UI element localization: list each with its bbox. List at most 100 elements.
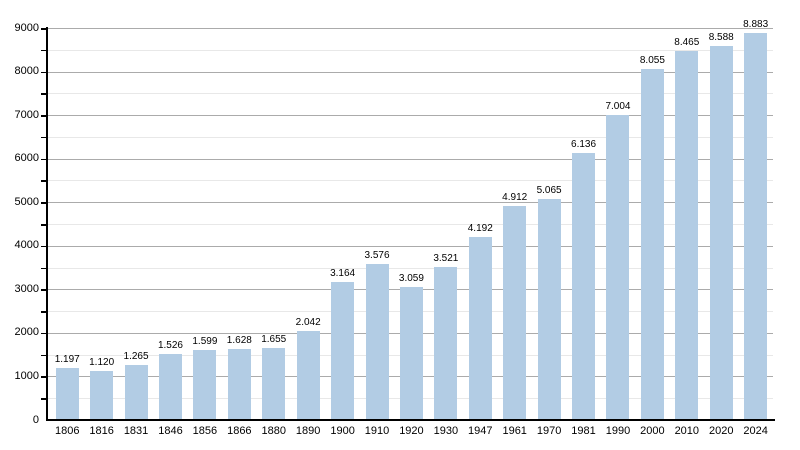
bars-row: 1.197 1.120 1.265 1.526 1.599 1.628 1.655 2.042…	[50, 19, 773, 420]
x-tick-label: 1920	[399, 425, 424, 437]
major-gridline	[48, 202, 773, 204]
bar-value-label: 1.265	[123, 350, 149, 362]
bar-slot-2010: 8.465	[670, 28, 704, 420]
x-tick-label: 1990	[605, 425, 631, 437]
y-axis-tick	[41, 49, 46, 52]
y-axis-tick	[41, 398, 46, 400]
bar-slot-1856: 1.599	[188, 28, 222, 420]
x-tick-label: 1856	[192, 425, 218, 437]
bar-1816	[90, 371, 114, 420]
bar-slot-2000: 8.055	[635, 28, 669, 420]
major-gridline	[48, 115, 773, 117]
x-tick-label: 1816	[89, 425, 114, 437]
minor-gridline	[48, 93, 773, 95]
x-tick-label: 1890	[295, 425, 321, 437]
y-axis-tick	[41, 245, 46, 248]
x-tick-label: 1880	[261, 425, 286, 437]
major-gridline	[48, 28, 773, 29]
x-tick-label: 1846	[158, 425, 183, 437]
plot-area: 1.197 1.120 1.265 1.526 1.599 1.628 1.655 2.042…	[48, 19, 773, 420]
bar-slot-1866: 1.628	[222, 28, 256, 420]
x-tick-label: 1900	[330, 425, 355, 437]
bar-value-label: 7.004	[605, 100, 631, 112]
bar-value-label: 1.197	[54, 353, 80, 365]
bar-1930	[434, 266, 458, 420]
y-axis-tick	[41, 136, 46, 139]
y-axis-line	[46, 27, 48, 421]
x-tick-label: 2000	[640, 425, 665, 437]
y-tick-label: 0	[32, 413, 39, 426]
bar-slot-1910: 3.576	[360, 28, 394, 420]
minor-gridline	[48, 136, 773, 138]
bar-slot-1831: 1.265	[119, 28, 153, 420]
bar-2020	[709, 45, 733, 420]
minor-gridline	[48, 180, 773, 182]
bar-value-label: 8.465	[674, 37, 700, 49]
y-tick-label: 2000	[14, 326, 39, 339]
bar-1900	[331, 282, 355, 420]
bar-value-label: 8.055	[639, 55, 665, 67]
bar-slot-2020: 8.588	[704, 28, 738, 420]
bar-1846	[158, 353, 182, 420]
minor-gridline	[48, 224, 773, 225]
bar-value-label: 1.599	[192, 336, 218, 348]
bar-2010	[675, 51, 699, 420]
x-tick-label: 1961	[502, 425, 527, 437]
y-axis-tick	[41, 267, 46, 270]
x-tick-label: 1806	[54, 425, 80, 437]
bar-1970	[537, 199, 561, 420]
x-tick-label: 1910	[364, 425, 390, 437]
bar-value-label: 4.912	[502, 192, 528, 204]
bar-slot-1880: 1.655	[257, 28, 291, 420]
y-axis-tick	[41, 332, 46, 335]
bar-1866	[227, 349, 251, 420]
bar-value-label: 3.521	[433, 252, 459, 264]
bar-slot-1920: 3.059	[394, 28, 428, 420]
minor-gridline	[48, 49, 773, 51]
y-tick-label: 4000	[14, 239, 39, 252]
y-axis-tick	[41, 158, 46, 161]
bar-value-label: 6.136	[571, 138, 597, 150]
x-tick-label: 2024	[743, 425, 768, 437]
bar-slot-1846: 1.526	[153, 28, 187, 420]
bar-slot-1806: 1.197	[50, 28, 84, 420]
bar-1990	[606, 114, 630, 420]
x-tick-label: 1866	[227, 425, 252, 437]
bar-slot-1816: 1.120	[84, 28, 118, 420]
x-tick-label: 2010	[674, 425, 700, 437]
bar-1961	[503, 206, 527, 420]
bar-1856	[193, 350, 217, 420]
y-tick-label: 1000	[14, 369, 39, 382]
x-tick-label: 1970	[536, 425, 562, 437]
y-tick-label: 5000	[14, 195, 39, 208]
y-axis-tick	[41, 28, 46, 30]
bar-slot-2024: 8.883	[738, 19, 772, 420]
y-axis-tick	[41, 180, 46, 182]
bar-1880	[262, 347, 286, 420]
y-axis-tick	[41, 376, 46, 378]
bar-value-label: 1.628	[226, 335, 252, 347]
x-tick-label: 1981	[571, 425, 596, 437]
y-tick-label: 9000	[14, 21, 39, 34]
y-axis-tick	[41, 93, 46, 95]
bar-value-label: 8.883	[743, 19, 769, 31]
bar-value-label: 1.655	[261, 333, 287, 345]
bar-1806	[55, 367, 79, 420]
bar-value-label: 1.526	[157, 339, 183, 351]
x-tick-label: 1947	[468, 425, 493, 437]
minor-gridline	[48, 267, 773, 269]
bar-value-label: 3.576	[364, 250, 390, 262]
y-axis-tick	[41, 354, 46, 357]
y-tick-label: 8000	[14, 65, 39, 78]
major-gridline	[48, 158, 773, 160]
bar-1831	[124, 364, 148, 420]
bar-slot-1947: 4.192	[463, 28, 497, 420]
bar-2000	[640, 69, 664, 420]
y-axis-tick	[41, 289, 46, 291]
bar-slot-1990: 7.004	[601, 28, 635, 420]
bar-value-label: 3.059	[398, 272, 424, 284]
bar-1947	[468, 237, 492, 420]
bar-slot-1970: 5.065	[532, 28, 566, 420]
bar-1981	[572, 152, 596, 420]
